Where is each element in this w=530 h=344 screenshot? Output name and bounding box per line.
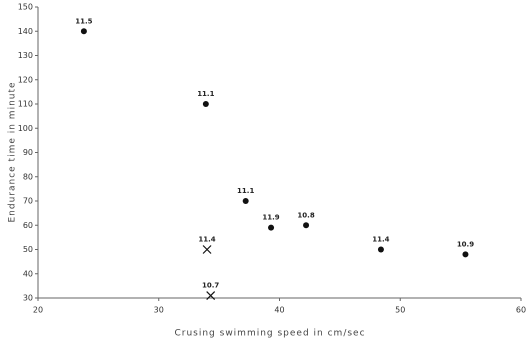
x-tick-label: 50 — [395, 306, 405, 315]
point-label: 11.4 — [198, 236, 215, 244]
y-tick-label: 140 — [18, 27, 33, 36]
point-label: 11.4 — [372, 236, 389, 244]
point-label: 10.8 — [297, 211, 314, 219]
cross-point — [206, 291, 216, 300]
y-tick-label: 50 — [23, 245, 33, 254]
y-tick-label: 100 — [18, 124, 33, 133]
circle-point — [303, 222, 310, 229]
point-label: 11.9 — [262, 214, 279, 222]
point-label: 10.9 — [457, 240, 474, 248]
x-tick-label: 60 — [516, 306, 526, 315]
y-tick-label: 110 — [18, 100, 33, 109]
circle-point — [462, 251, 469, 258]
point-label: 11.5 — [75, 17, 92, 25]
circle-point — [202, 101, 209, 107]
y-tick-label: 80 — [23, 172, 33, 181]
y-tick-label: 60 — [23, 221, 33, 230]
x-tick-label: 20 — [33, 306, 43, 315]
x-axis-title: Crusing swimming speed in cm/sec — [174, 329, 365, 339]
y-tick-label: 30 — [23, 294, 33, 303]
x-tick-label: 40 — [274, 306, 284, 315]
circle-point — [80, 28, 87, 35]
y-axis-title: Endurance time in minute — [8, 81, 18, 222]
cross-point — [202, 245, 212, 254]
x-tick-label: 30 — [154, 306, 164, 315]
y-tick-label: 40 — [23, 269, 33, 278]
y-tick-label: 70 — [23, 197, 33, 206]
point-label: 11.1 — [197, 90, 214, 98]
circle-point — [268, 224, 275, 231]
y-tick-label: 90 — [23, 148, 33, 157]
circle-point — [377, 246, 384, 253]
point-label: 11.1 — [237, 187, 254, 195]
y-tick-label: 130 — [18, 51, 33, 60]
circle-point — [242, 198, 249, 204]
y-tick-label: 150 — [18, 3, 33, 12]
point-label: 10.7 — [202, 282, 219, 290]
y-tick-label: 120 — [18, 75, 33, 84]
